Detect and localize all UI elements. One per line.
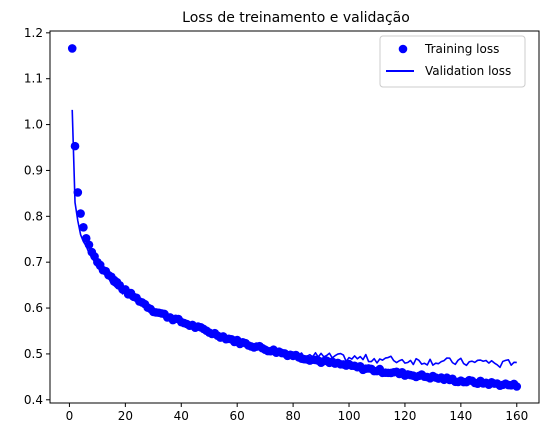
training-loss-point: [84, 240, 94, 250]
x-tick-label: 120: [393, 409, 416, 423]
legend-box: [379, 35, 526, 88]
training-series: [67, 44, 522, 391]
legend-label-training: Training loss: [424, 42, 499, 56]
training-loss-point: [76, 209, 85, 218]
training-loss-point: [70, 141, 80, 151]
training-loss-point: [81, 234, 91, 243]
plot-area: [49, 30, 540, 404]
x-tick-label: 80: [285, 409, 300, 423]
legend-label-validation: Validation loss: [425, 64, 511, 78]
x-tick-label: 40: [174, 409, 189, 423]
y-tick-label: 0.9: [24, 163, 43, 177]
x-tick-label: 0: [66, 409, 74, 423]
y-axis: 0.4 0.5 0.6 0.7 0.8 0.9 1.0 1.1 1.2: [24, 26, 50, 407]
training-loss-point: [79, 223, 88, 232]
y-tick-label: 0.4: [24, 393, 43, 407]
chart-title: Loss de treinamento e validação: [182, 10, 410, 26]
y-tick-label: 1.2: [24, 26, 43, 40]
y-tick-label: 0.5: [24, 347, 43, 361]
y-tick-label: 0.8: [24, 209, 43, 223]
y-tick-label: 1.1: [24, 72, 43, 86]
y-tick-label: 1.0: [24, 118, 43, 132]
legend-marker-training: [398, 44, 408, 54]
x-tick-label: 160: [505, 409, 528, 423]
y-tick-label: 0.6: [24, 301, 43, 315]
axes-frame: [49, 30, 540, 404]
y-tick-label: 0.7: [24, 255, 43, 269]
axes-background: [50, 31, 539, 403]
x-tick-label: 140: [449, 409, 472, 423]
x-tick-label: 20: [118, 409, 133, 423]
x-tick-label: 60: [230, 409, 245, 423]
x-axis: 0 20 40 60 80 100 120 140 160: [66, 403, 528, 423]
training-loss-point: [73, 188, 83, 197]
training-loss-point: [512, 382, 522, 391]
training-loss-point: [67, 44, 77, 53]
x-tick-label: 100: [338, 409, 361, 423]
legend: Training loss Validation loss: [379, 35, 526, 88]
